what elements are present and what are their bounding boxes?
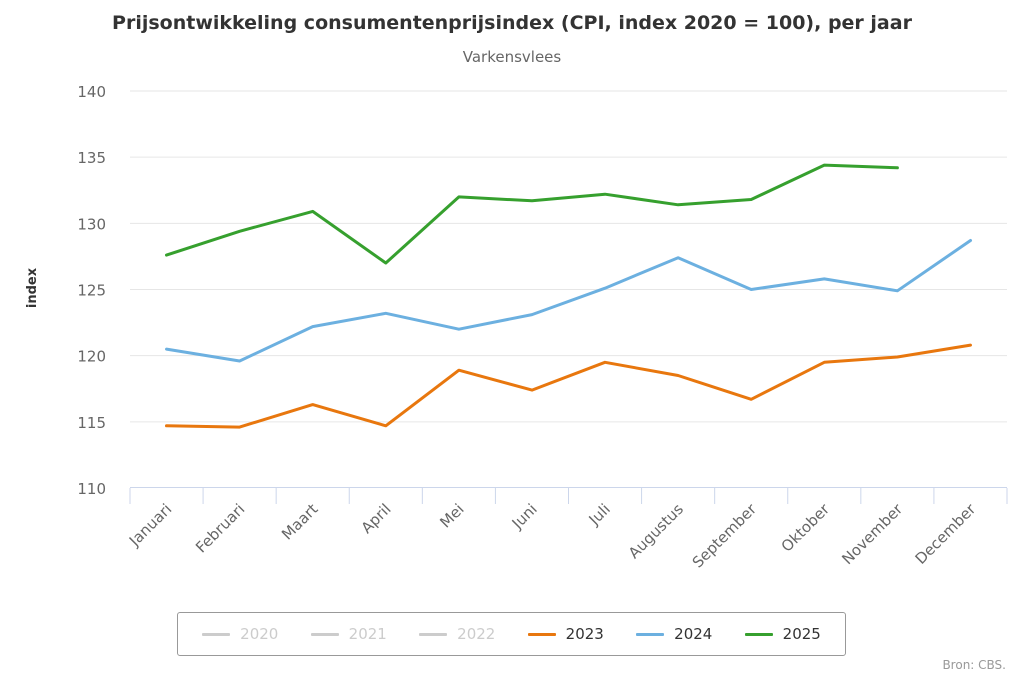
legend-swatch-icon — [744, 632, 773, 636]
x-tick-label: Augustus — [625, 500, 687, 562]
x-tick-label: Mei — [436, 500, 467, 531]
data-point-2023[interactable] — [382, 422, 390, 430]
data-point-2023[interactable] — [820, 358, 828, 366]
data-point-2025[interactable] — [747, 196, 755, 204]
chart-title: Prijsontwikkeling consumentenprijsindex … — [112, 12, 912, 34]
grid-lines — [130, 90, 1007, 423]
legend-swatch-icon — [419, 632, 448, 636]
data-point-2023[interactable] — [236, 423, 244, 431]
y-tick-label: 135 — [77, 149, 106, 167]
data-point-2024[interactable] — [601, 284, 609, 292]
y-tick-label: 115 — [77, 414, 106, 432]
legend-label: 2025 — [782, 625, 821, 643]
legend-label: 2023 — [565, 625, 604, 643]
data-point-2025[interactable] — [309, 207, 317, 215]
series-line-2024[interactable] — [165, 239, 972, 363]
data-point-2023[interactable] — [528, 386, 536, 394]
data-point-2025[interactable] — [236, 227, 244, 235]
legend-item-2021[interactable]: 2021 — [310, 625, 387, 643]
x-tick-label: Februari — [192, 500, 248, 556]
data-point-2023[interactable] — [601, 358, 609, 366]
data-point-2023[interactable] — [893, 353, 901, 361]
series-line-2023[interactable] — [165, 343, 972, 429]
x-tick-label: Juli — [585, 500, 614, 529]
legend-label: 2024 — [674, 625, 713, 643]
x-tick-label: April — [358, 500, 395, 537]
data-point-2025[interactable] — [163, 251, 171, 259]
x-tick-label: Juni — [508, 500, 541, 533]
data-point-2024[interactable] — [236, 357, 244, 365]
legend: 2020 2021 2022 2023 2024 2025 — [177, 612, 846, 656]
y-tick-label: 125 — [77, 282, 106, 300]
chart-subtitle: Varkensvlees — [462, 48, 562, 66]
data-point-2024[interactable] — [528, 311, 536, 319]
y-tick-label: 110 — [77, 480, 106, 498]
data-point-2023[interactable] — [309, 401, 317, 409]
data-point-2025[interactable] — [455, 193, 463, 201]
data-point-2023[interactable] — [163, 422, 171, 430]
x-tick-label: Januari — [125, 500, 175, 550]
data-point-2024[interactable] — [747, 286, 755, 294]
data-point-2024[interactable] — [382, 309, 390, 317]
legend-swatch-icon — [636, 632, 665, 636]
series-line-2025[interactable] — [165, 163, 899, 265]
data-point-2025[interactable] — [674, 201, 682, 209]
data-point-2025[interactable] — [382, 259, 390, 267]
data-point-2024[interactable] — [163, 345, 171, 353]
legend-item-2022[interactable]: 2022 — [419, 625, 495, 643]
y-axis-label: index — [25, 267, 40, 308]
data-point-2024[interactable] — [893, 287, 901, 295]
legend-swatch-icon — [202, 632, 231, 636]
data-point-2023[interactable] — [455, 366, 463, 374]
legend-item-2023[interactable]: 2023 — [527, 625, 604, 643]
legend-item-2020[interactable]: 2020 — [202, 625, 278, 643]
legend-swatch-icon — [527, 632, 556, 636]
data-point-2023[interactable] — [674, 372, 682, 380]
source-credit: Bron: CBS. — [942, 658, 1006, 672]
data-point-2025[interactable] — [820, 161, 828, 169]
legend-item-2024[interactable]: 2024 — [636, 625, 712, 643]
data-point-2025[interactable] — [528, 197, 536, 205]
x-tick-label: Maart — [278, 500, 321, 543]
data-point-2025[interactable] — [893, 164, 901, 172]
series-lines — [163, 161, 974, 431]
data-point-2023[interactable] — [747, 395, 755, 403]
legend-swatch-icon — [310, 632, 339, 636]
y-tick-label: 120 — [77, 348, 106, 366]
data-point-2024[interactable] — [966, 237, 974, 245]
y-tick-label: 140 — [77, 83, 106, 101]
legend-label: 2021 — [348, 625, 387, 643]
x-tick-label: Oktober — [778, 500, 834, 556]
data-point-2024[interactable] — [674, 254, 682, 262]
y-axis-ticks: 110 115 120 125 130 135 140 — [77, 83, 106, 498]
data-point-2024[interactable] — [820, 275, 828, 283]
data-point-2024[interactable] — [455, 325, 463, 333]
legend-label: 2022 — [457, 625, 496, 643]
y-tick-label: 130 — [77, 215, 106, 233]
legend-label: 2020 — [240, 625, 279, 643]
data-point-2023[interactable] — [966, 341, 974, 349]
x-tick-label: November — [838, 500, 906, 568]
x-axis: Januari Februari Maart April Mei Juni Juli Augu… — [125, 487, 1008, 572]
x-tick-label: December — [912, 500, 980, 568]
data-point-2025[interactable] — [601, 190, 609, 198]
legend-item-2025[interactable]: 2025 — [744, 625, 821, 643]
x-tick-label: September — [689, 500, 761, 572]
data-point-2024[interactable] — [309, 323, 317, 331]
